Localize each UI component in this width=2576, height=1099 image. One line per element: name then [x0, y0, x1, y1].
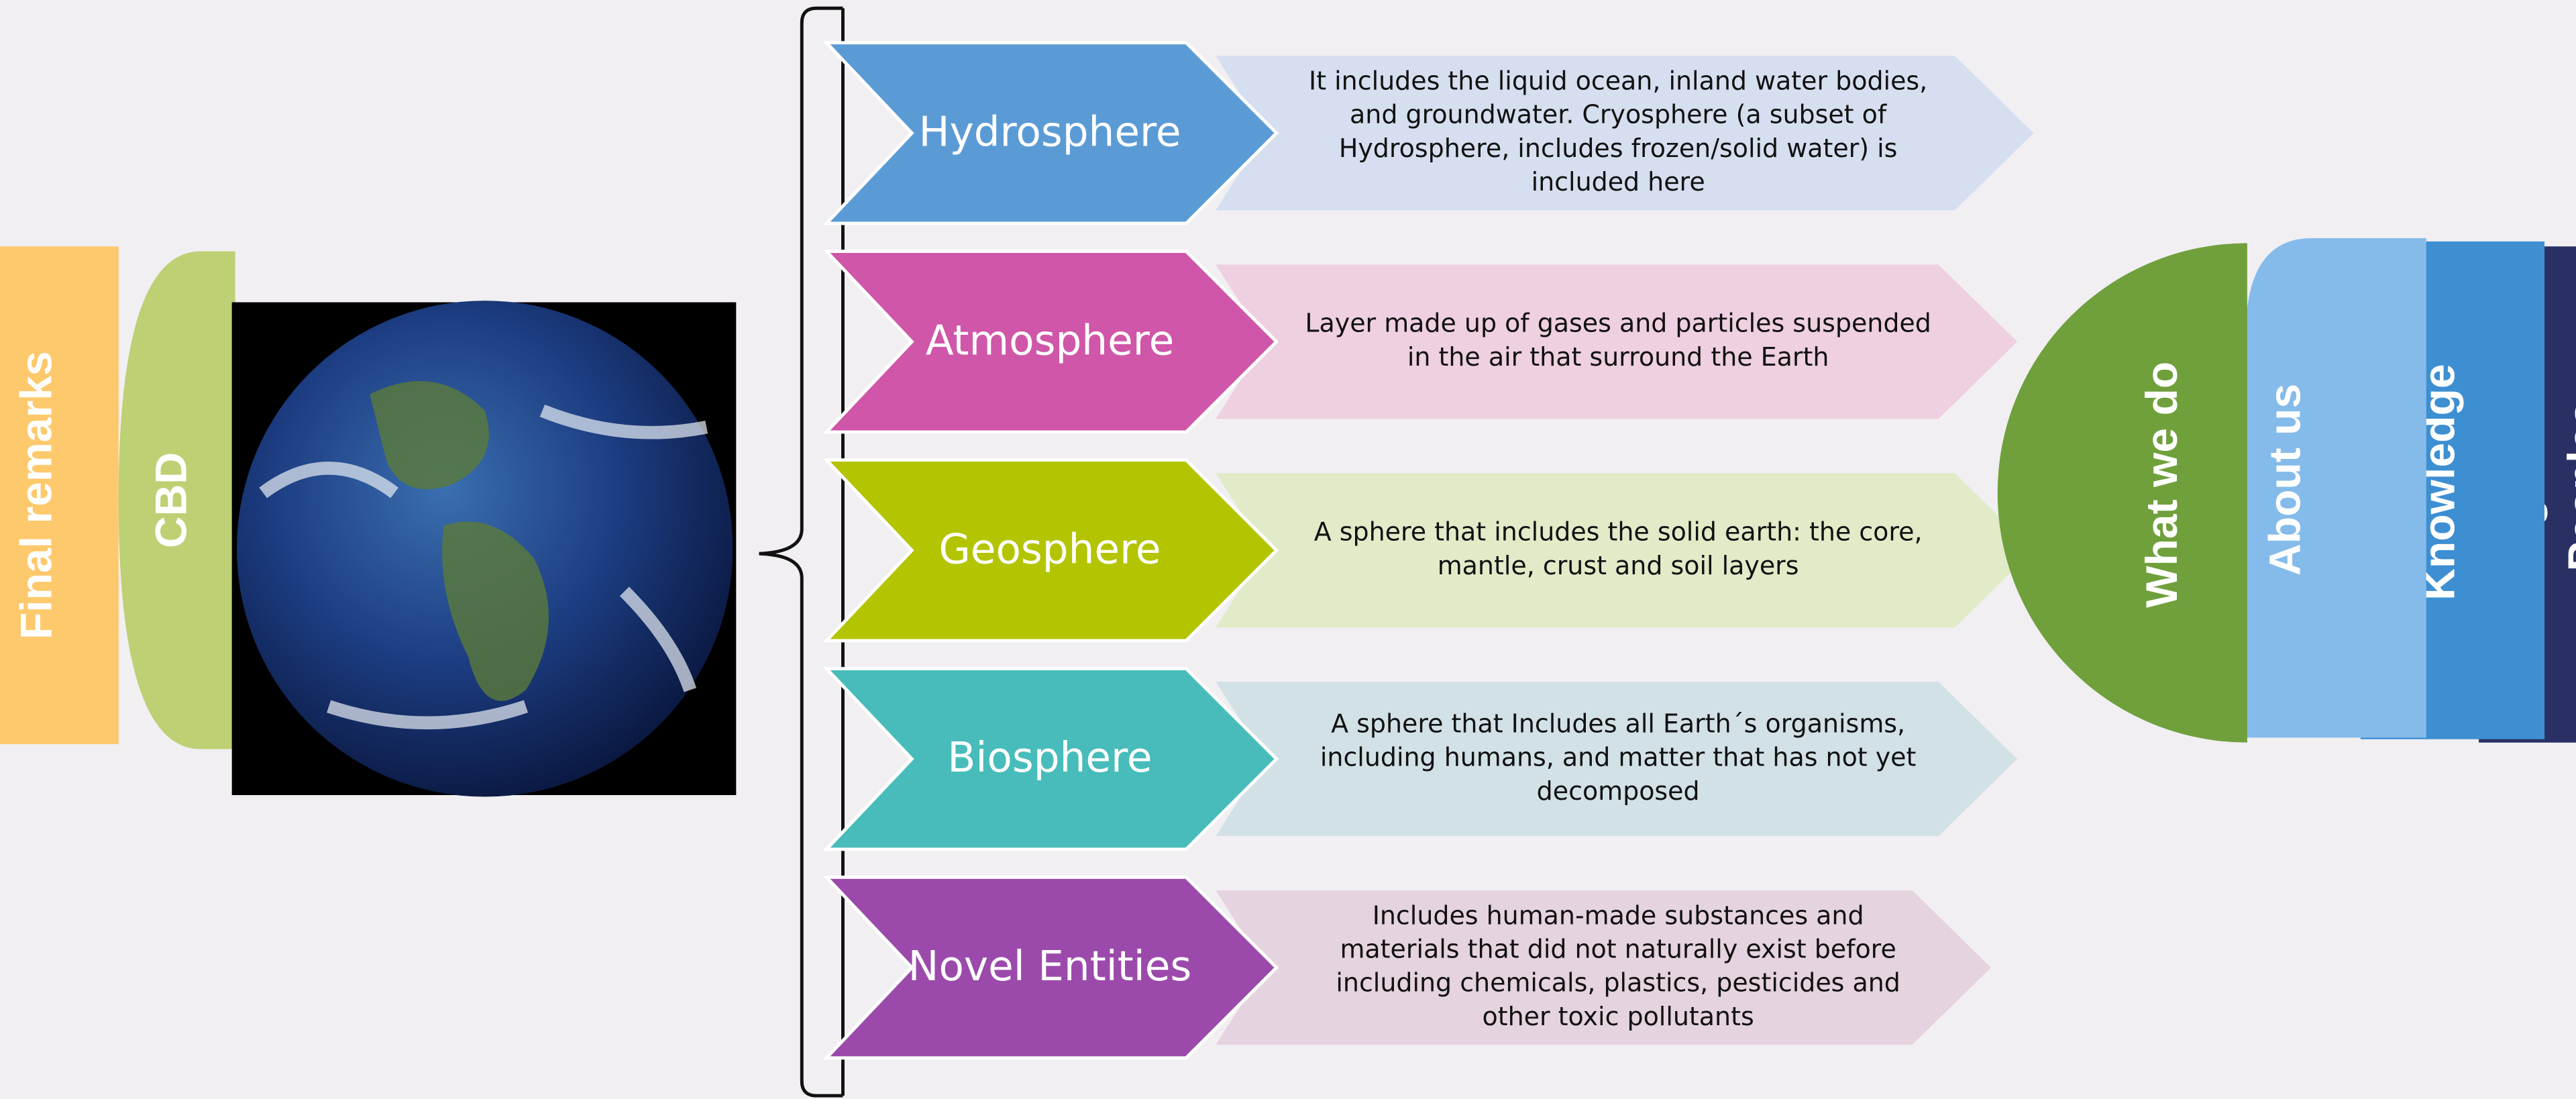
description-line: materials that did not naturally exist b… [1340, 935, 1896, 964]
description-line: A sphere that Includes all Earth´s organ… [1331, 709, 1905, 738]
description-line: Hydrosphere, includes frozen/solid water… [1339, 134, 1898, 163]
tab-label: CBD [146, 452, 196, 548]
sphere-label: Novel Entities [908, 943, 1192, 990]
tab-label: Final remarks [12, 351, 62, 639]
sphere-label: Geosphere [938, 525, 1161, 573]
slide: Final remarks CBD Hydrosphere It includes … [0, 0, 2576, 1099]
sphere-label: Atmosphere [926, 317, 1175, 364]
tab-label: Peoples [2559, 401, 2576, 571]
description-line: A sphere that includes the solid earth: … [1314, 517, 1923, 547]
tab-label: About us [2261, 384, 2310, 576]
description-line: including chemicals, plastics, pesticide… [1336, 968, 1900, 998]
description-line: including humans, and matter that has no… [1320, 743, 1917, 772]
sphere-label: Biosphere [947, 734, 1152, 782]
description-line: and groundwater. Cryosphere (a subset of [1350, 100, 1888, 129]
description-line: It includes the liquid ocean, inland wat… [1309, 66, 1927, 96]
description-line: in the air that surround the Earth [1407, 342, 1829, 372]
tab-label: What we do [2137, 362, 2187, 608]
sphere-label: Hydrosphere [918, 108, 1181, 156]
description-line: decomposed [1537, 776, 1700, 806]
description-line: mantle, crust and soil layers [1438, 551, 1799, 580]
description-line: other toxic pollutants [1483, 1002, 1754, 1031]
description-line: Layer made up of gases and particles sus… [1305, 309, 1931, 338]
description-line: included here [1532, 167, 1705, 197]
description-line: Includes human-made substances and [1373, 900, 1864, 930]
earth-image [232, 301, 737, 796]
